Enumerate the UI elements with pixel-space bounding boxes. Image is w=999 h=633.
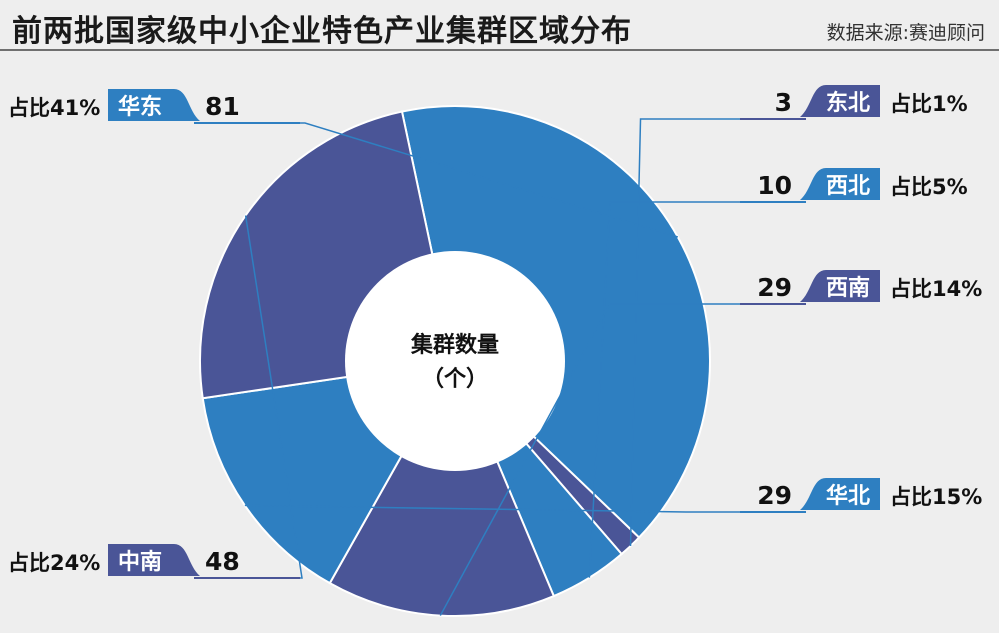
share-label-中南: 占比24%	[8, 551, 100, 575]
region-tag-东北	[800, 85, 880, 117]
leader-line-西南	[439, 303, 740, 616]
share-label-西南: 占比14%	[890, 277, 982, 301]
region-tag-华北	[800, 478, 880, 510]
center-label-line-1: 集群数量	[410, 332, 499, 358]
region-tag-中南	[108, 544, 200, 576]
region-name-中南: 中南	[118, 550, 162, 575]
chart-title: 前两批国家级中小企业特色产业集群区域分布	[12, 14, 632, 49]
share-label-华东: 占比41%	[8, 96, 100, 120]
region-name-西北: 西北	[826, 174, 870, 199]
title-divider	[0, 49, 999, 51]
value-label-西南: 29	[757, 273, 792, 302]
share-label-西北: 占比5%	[890, 175, 968, 199]
region-name-西南: 西南	[826, 276, 870, 301]
data-source: 数据来源:赛迪顾问	[826, 22, 985, 44]
region-name-华东: 华东	[118, 94, 162, 120]
region-name-东北: 东北	[826, 90, 870, 116]
callouts: 占比41% 华东 81 占比1% 东北 3 占比5% 西北 10 占比14% 西南 29 占比15% 华北…	[8, 85, 982, 616]
leader-line-华东	[300, 122, 679, 238]
leader-line-华北	[244, 504, 740, 513]
value-label-西北: 10	[757, 171, 792, 200]
value-label-华东: 81	[205, 92, 240, 121]
leader-line-中南	[244, 215, 303, 579]
center-label-line-2: （个）	[422, 367, 488, 392]
share-label-华北: 占比15%	[890, 485, 982, 509]
share-label-东北: 占比1%	[890, 92, 968, 116]
region-tag-西北	[800, 168, 880, 200]
donut-hole	[345, 251, 565, 471]
value-label-华北: 29	[757, 481, 792, 510]
region-tag-西南	[800, 270, 880, 302]
region-name-华北: 华北	[826, 483, 870, 509]
region-tag-华东	[108, 89, 200, 121]
value-label-东北: 3	[775, 88, 792, 117]
leader-line-西北	[588, 201, 740, 578]
value-label-中南: 48	[205, 547, 240, 576]
leader-line-东北	[629, 118, 740, 546]
